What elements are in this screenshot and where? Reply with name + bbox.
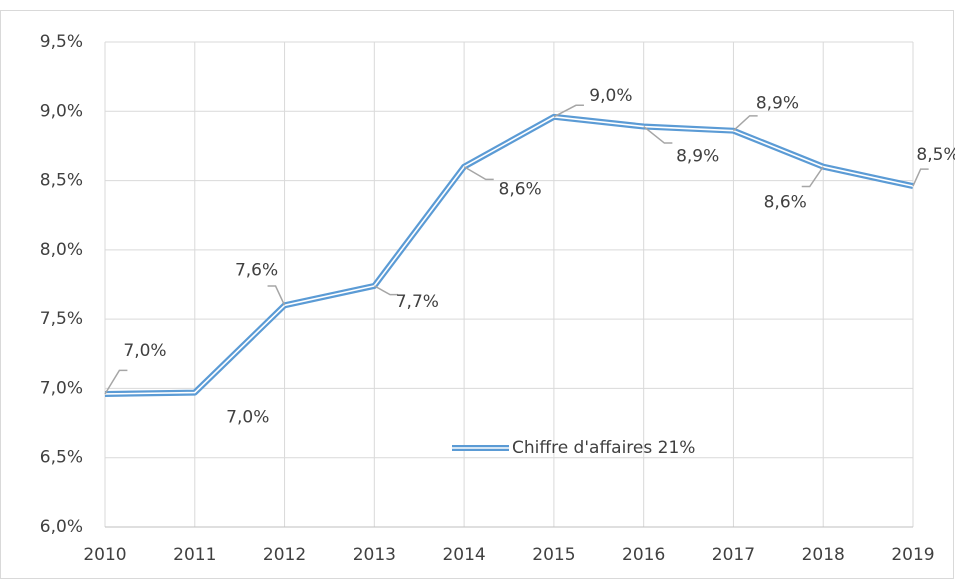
leader-line: [643, 125, 673, 144]
leader-line: [912, 168, 929, 187]
data-label: 7,0%: [226, 408, 269, 428]
leader-line: [553, 104, 584, 118]
data-label: 8,6%: [764, 193, 807, 213]
data-label: 7,7%: [396, 292, 439, 312]
leader-line: [373, 285, 399, 296]
leader-line: [267, 285, 286, 306]
data-label: 9,0%: [589, 86, 632, 106]
series-line-inner: [104, 116, 914, 395]
x-tick-label: 2016: [622, 545, 665, 565]
data-label: 7,0%: [123, 341, 166, 361]
leader-line: [463, 166, 494, 181]
leader-line: [104, 369, 128, 395]
leader-line: [732, 115, 758, 132]
x-tick-label: 2015: [532, 545, 575, 565]
y-tick-label: 9,0%: [40, 101, 83, 121]
x-tick-label: 2014: [442, 545, 485, 565]
y-tick-label: 7,0%: [40, 378, 83, 398]
data-label: 8,5%: [916, 145, 955, 165]
leader-line: [801, 166, 824, 188]
x-tick-label: 2010: [83, 545, 126, 565]
x-tick-label: 2013: [353, 545, 396, 565]
data-label: 8,6%: [499, 180, 542, 200]
series-line: [104, 113, 914, 397]
x-tick-label: 2019: [891, 545, 934, 565]
y-tick-label: 6,0%: [40, 517, 83, 537]
y-tick-label: 8,5%: [40, 171, 83, 191]
x-tick-label: 2012: [263, 545, 306, 565]
x-tick-label: 2011: [173, 545, 216, 565]
legend-label: Chiffre d'affaires 21%: [512, 438, 695, 458]
y-tick-label: 9,5%: [40, 32, 83, 52]
x-tick-label: 2018: [802, 545, 845, 565]
y-tick-label: 8,0%: [40, 240, 83, 260]
data-label: 8,9%: [756, 94, 799, 114]
x-tick-label: 2017: [712, 545, 755, 565]
y-tick-label: 7,5%: [40, 309, 83, 329]
data-label: 8,9%: [676, 147, 719, 167]
y-tick-label: 6,5%: [40, 448, 83, 468]
chart-border: [0, 10, 954, 579]
data-label: 7,6%: [235, 260, 278, 280]
